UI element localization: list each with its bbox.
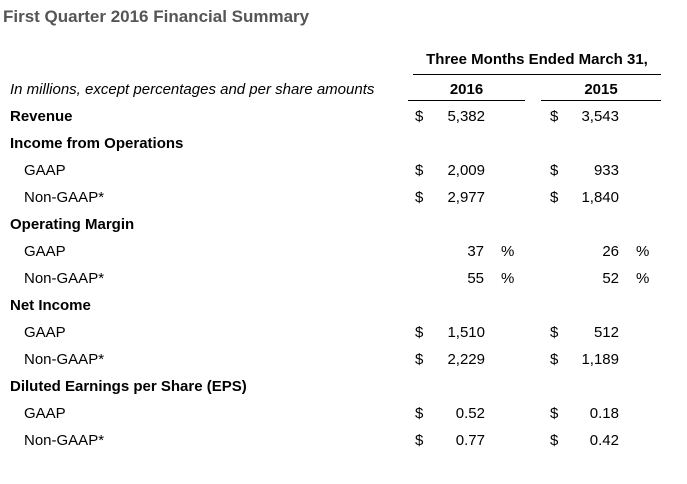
row-label: GAAP: [24, 243, 66, 260]
value-2015: 26: [602, 243, 619, 260]
value-2015: 52: [602, 270, 619, 287]
table-row: Non-GAAP* $2,229 $1,189: [0, 346, 687, 373]
currency-symbol-2015: $: [550, 432, 559, 449]
value-2015: 512: [593, 324, 619, 341]
year-header-2015: 2015: [584, 81, 618, 98]
table-row: Net Income: [0, 292, 687, 319]
currency-symbol-2016: $: [415, 108, 424, 125]
row-label: GAAP: [24, 162, 66, 179]
section-label: Revenue: [10, 108, 73, 125]
page-title: First Quarter 2016 Financial Summary: [3, 7, 310, 26]
table-row: Non-GAAP* 55% 52%: [0, 265, 687, 292]
currency-symbol-2016: $: [415, 162, 424, 179]
table-row: Diluted Earnings per Share (EPS): [0, 373, 687, 400]
value-2015: 933: [593, 162, 619, 179]
row-label: Non-GAAP*: [24, 351, 105, 368]
value-2016: 5,382: [447, 108, 485, 125]
percent-sign-2015: %: [636, 270, 650, 287]
table-row: GAAP 37% 26%: [0, 238, 687, 265]
percent-sign-2016: %: [501, 243, 515, 260]
value-2015: 1,189: [581, 351, 619, 368]
row-label: GAAP: [24, 405, 66, 422]
value-2016: 2,977: [447, 189, 485, 206]
row-label: GAAP: [24, 324, 66, 341]
section-label: Diluted Earnings per Share (EPS): [10, 378, 247, 395]
value-2016: 2,009: [447, 162, 485, 179]
currency-symbol-2015: $: [550, 405, 559, 422]
table-row: Non-GAAP* $0.77 $0.42: [0, 427, 687, 454]
value-2016: 37: [467, 243, 484, 260]
section-label: Income from Operations: [10, 135, 184, 152]
period-header: Three Months Ended March 31,: [426, 51, 648, 68]
value-2015: 0.18: [589, 405, 619, 422]
year-header-2016: 2016: [449, 81, 484, 98]
period-header-rule: [413, 74, 661, 75]
percent-sign-2015: %: [636, 243, 650, 260]
table-row: Operating Margin: [0, 211, 687, 238]
value-2015: 3,543: [581, 108, 619, 125]
table-row: Revenue $5,382 $3,543: [0, 103, 687, 130]
table-row: GAAP $1,510 $512: [0, 319, 687, 346]
currency-symbol-2016: $: [415, 324, 424, 341]
row-label: Non-GAAP*: [24, 270, 105, 287]
value-2016: 1,510: [447, 324, 485, 341]
currency-symbol-2016: $: [415, 351, 424, 368]
value-2016: 0.77: [455, 432, 485, 449]
currency-symbol-2016: $: [415, 432, 424, 449]
table-row: GAAP $2,009 $933: [0, 157, 687, 184]
value-2016: 0.52: [455, 405, 485, 422]
value-2015: 1,840: [581, 189, 619, 206]
currency-symbol-2016: $: [415, 405, 424, 422]
section-label: Net Income: [10, 297, 91, 314]
currency-symbol-2015: $: [550, 189, 559, 206]
year-header-rule-2016: [408, 100, 525, 101]
value-2016: 55: [467, 270, 484, 287]
section-label: Operating Margin: [10, 216, 135, 233]
currency-symbol-2015: $: [550, 324, 559, 341]
year-header-rule-2015: [541, 100, 661, 101]
percent-sign-2016: %: [501, 270, 515, 287]
units-note: In millions, except percentages and per …: [10, 81, 375, 98]
row-label: Non-GAAP*: [24, 189, 105, 206]
value-2015: 0.42: [589, 432, 619, 449]
value-2016: 2,229: [447, 351, 485, 368]
currency-symbol-2015: $: [550, 351, 559, 368]
currency-symbol-2015: $: [550, 108, 559, 125]
table-row: Non-GAAP* $2,977 $1,840: [0, 184, 687, 211]
table-row: Income from Operations: [0, 130, 687, 157]
currency-symbol-2016: $: [415, 189, 424, 206]
table-row: GAAP $0.52 $0.18: [0, 400, 687, 427]
currency-symbol-2015: $: [550, 162, 559, 179]
row-label: Non-GAAP*: [24, 432, 105, 449]
